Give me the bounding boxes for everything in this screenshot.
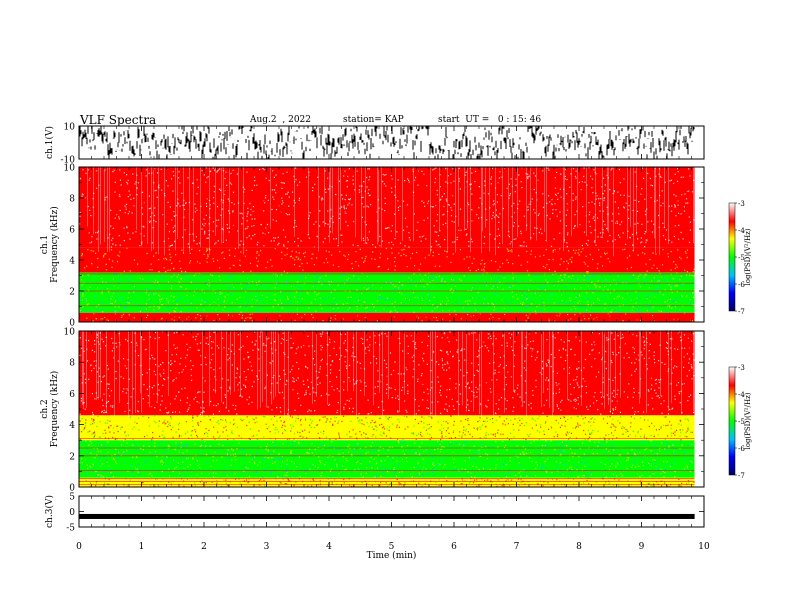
x-tick-label: 1 [139, 542, 145, 552]
y-tick-label: 10 [64, 164, 76, 174]
y-axis-label: ch.1(V) [44, 126, 55, 159]
x-tick-label: 9 [639, 542, 645, 552]
start-time-label: start UT = 0 : 15: 46 [438, 115, 542, 125]
x-tick-label: 8 [576, 542, 582, 552]
colorbar-tick-label: -3 [738, 200, 745, 208]
y-tick-label: -5 [66, 524, 75, 534]
y-tick-label: -10 [61, 156, 76, 166]
colorbar-label: log(PSD)(V²/Hz) [744, 228, 752, 285]
y-axis-label: Frequency (kHz) [49, 371, 60, 448]
y-axis-label: ch.2 [40, 399, 50, 418]
colorbar [728, 202, 736, 312]
ch1-spectrogram [79, 167, 704, 323]
y-tick-label: 6 [69, 226, 75, 236]
x-tick-label: 4 [326, 542, 332, 552]
colorbar-tick-label: -4 [738, 391, 745, 399]
y-tick-label: 4 [69, 421, 75, 431]
spectrogram-band [79, 272, 695, 313]
colorbar-tick-label: -5 [738, 418, 745, 426]
date-label: Aug.2 , 2022 [250, 115, 311, 125]
no-data-area [694, 167, 704, 322]
y-tick-label: 8 [69, 359, 75, 369]
figure-title: VLF Spectra [80, 113, 157, 127]
y-tick-label: 10 [64, 123, 76, 133]
y-tick-label: 6 [69, 390, 75, 400]
x-axis-label: Time (min) [367, 550, 417, 561]
y-tick-label: 8 [69, 195, 75, 205]
ch1-waveform-trace [78, 126, 695, 159]
spectrogram-band [79, 247, 695, 273]
colorbar [728, 366, 736, 476]
y-axis-label: ch.3(V) [44, 495, 55, 528]
ch3-waveform-trace [79, 513, 695, 519]
y-tick-label: 0 [69, 319, 75, 329]
x-tick-label: 7 [514, 542, 520, 552]
colorbar-tick-label: -7 [738, 308, 745, 316]
colorbar-tick-label: -3 [738, 364, 745, 372]
y-tick-label: 2 [69, 288, 75, 298]
colorbar-tick-label: -5 [738, 254, 745, 262]
y-tick-label: 10 [64, 328, 76, 338]
y-tick-label: 2 [69, 452, 75, 462]
spectrogram-band [79, 312, 695, 322]
ch2-spectrogram [79, 331, 704, 488]
x-tick-label: 0 [76, 542, 82, 552]
spectrogram-band [79, 440, 695, 478]
spectrogram-streaks [82, 331, 694, 421]
x-tick-label: 2 [201, 542, 207, 552]
x-tick-label: 5 [389, 542, 395, 552]
y-axis-label: Frequency (kHz) [49, 206, 60, 283]
colorbar-tick-label: -4 [738, 227, 745, 235]
station-label: station= KAP [343, 115, 404, 125]
spectrogram-band [79, 477, 695, 487]
colorbar-tick-label: -6 [738, 445, 745, 453]
x-tick-label: 3 [264, 542, 270, 552]
spectrogram-streaks [87, 167, 694, 257]
colorbar-tick-label: -7 [738, 472, 745, 480]
spectrogram-texture-low [79, 167, 695, 248]
y-axis-label: ch.1 [40, 235, 50, 254]
y-tick-label: 4 [69, 257, 75, 267]
x-tick-label: 6 [451, 542, 457, 552]
y-tick-label: 0 [69, 508, 75, 518]
x-tick-label: 10 [698, 542, 710, 552]
y-tick-label: 5 [69, 493, 75, 503]
no-data-area [694, 331, 704, 487]
spectrogram-band [79, 167, 695, 248]
colorbar-tick-label: -6 [738, 281, 745, 289]
colorbar-label: log(PSD)(V²/Hz) [744, 392, 752, 449]
y-tick-label: 0 [69, 484, 75, 494]
